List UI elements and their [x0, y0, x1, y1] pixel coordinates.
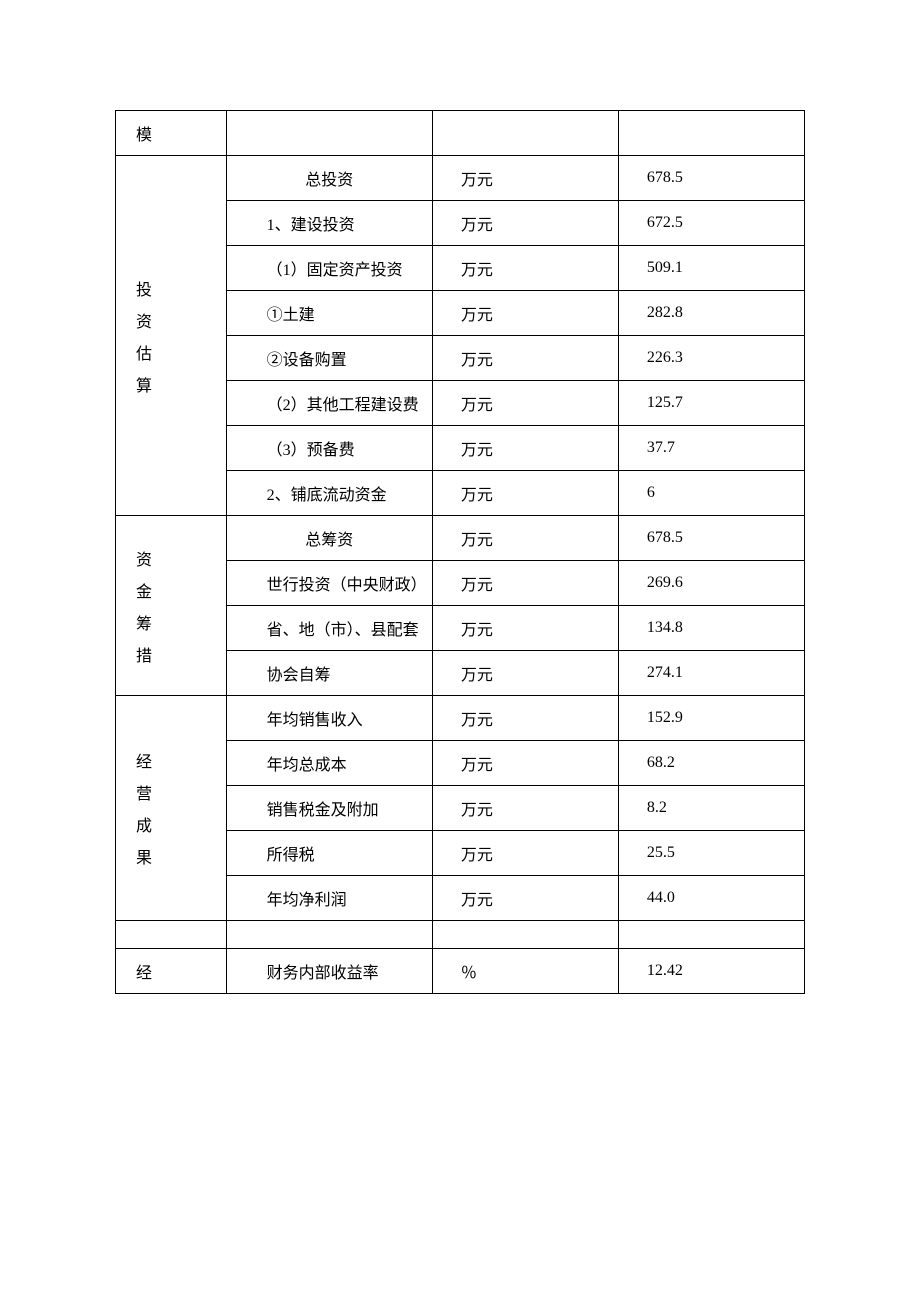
empty-cell: [226, 921, 432, 949]
item-cell: ①土建: [226, 291, 432, 336]
value-cell: 125.7: [618, 381, 804, 426]
category-char: 营: [136, 780, 206, 804]
item-cell: 年均总成本: [226, 741, 432, 786]
category-char: 金: [136, 578, 206, 602]
value-cell: 226.3: [618, 336, 804, 381]
value-cell: 44.0: [618, 876, 804, 921]
value-cell: 152.9: [618, 696, 804, 741]
category-char: 算: [136, 372, 206, 396]
category-char: 成: [136, 812, 206, 836]
item-cell: [226, 111, 432, 156]
item-cell: （1）固定资产投资: [226, 246, 432, 291]
value-cell: 282.8: [618, 291, 804, 336]
unit-cell: 万元: [432, 516, 618, 561]
value-cell: 678.5: [618, 156, 804, 201]
unit-cell: 万元: [432, 156, 618, 201]
table-row: 资 金 筹 措 总筹资 万元 678.5: [116, 516, 805, 561]
unit-cell: 万元: [432, 876, 618, 921]
unit-cell: 万元: [432, 246, 618, 291]
item-cell: 年均销售收入: [226, 696, 432, 741]
item-cell: （2）其他工程建设费: [226, 381, 432, 426]
item-cell: 所得税: [226, 831, 432, 876]
value-cell: 68.2: [618, 741, 804, 786]
table-row: 经 财务内部收益率 ％ 12.42: [116, 949, 805, 994]
item-cell: 销售税金及附加: [226, 786, 432, 831]
financial-table: 模 投 资 估 算 总投资 万元 678.5 1、建设投资 万元 672.5 （…: [115, 110, 805, 994]
table-row: 投 资 估 算 总投资 万元 678.5: [116, 156, 805, 201]
empty-cell: [618, 921, 804, 949]
value-cell: 269.6: [618, 561, 804, 606]
empty-cell: [432, 921, 618, 949]
unit-cell: 万元: [432, 831, 618, 876]
category-cell: 经: [116, 949, 227, 994]
category-cell: 经 营 成 果: [116, 696, 227, 921]
category-char: 经: [136, 748, 206, 772]
item-cell: 总筹资: [226, 516, 432, 561]
unit-cell: 万元: [432, 786, 618, 831]
category-label: 经: [136, 965, 152, 982]
category-char: 资: [136, 308, 206, 332]
category-char: 投: [136, 276, 206, 300]
unit-cell: 万元: [432, 201, 618, 246]
item-cell: ②设备购置: [226, 336, 432, 381]
table-row-empty: [116, 921, 805, 949]
item-cell: （3）预备费: [226, 426, 432, 471]
category-char: 果: [136, 844, 206, 868]
category-char: 资: [136, 546, 206, 570]
item-cell: 省、地（市）、县配套: [226, 606, 432, 651]
value-cell: 134.8: [618, 606, 804, 651]
item-cell: 世行投资（中央财政）: [226, 561, 432, 606]
category-label: 模: [136, 127, 152, 144]
unit-cell: [432, 111, 618, 156]
table-row: 模: [116, 111, 805, 156]
value-cell: 672.5: [618, 201, 804, 246]
unit-cell: 万元: [432, 336, 618, 381]
unit-cell: 万元: [432, 741, 618, 786]
value-cell: 6: [618, 471, 804, 516]
item-cell: 协会自筹: [226, 651, 432, 696]
category-char: 筹: [136, 610, 206, 634]
empty-cell: [116, 921, 227, 949]
item-cell: 年均净利润: [226, 876, 432, 921]
unit-cell: 万元: [432, 291, 618, 336]
category-cell: 投 资 估 算: [116, 156, 227, 516]
unit-cell: ％: [432, 949, 618, 994]
value-cell: 274.1: [618, 651, 804, 696]
item-cell: 1、建设投资: [226, 201, 432, 246]
value-cell: 678.5: [618, 516, 804, 561]
unit-cell: 万元: [432, 561, 618, 606]
unit-cell: 万元: [432, 606, 618, 651]
category-cell: 资 金 筹 措: [116, 516, 227, 696]
item-cell: 财务内部收益率: [226, 949, 432, 994]
value-cell: 25.5: [618, 831, 804, 876]
category-cell: 模: [116, 111, 227, 156]
unit-cell: 万元: [432, 651, 618, 696]
table-row: 经 营 成 果 年均销售收入 万元 152.9: [116, 696, 805, 741]
unit-cell: 万元: [432, 426, 618, 471]
value-cell: 509.1: [618, 246, 804, 291]
value-cell: 12.42: [618, 949, 804, 994]
unit-cell: 万元: [432, 471, 618, 516]
table-body: 模 投 资 估 算 总投资 万元 678.5 1、建设投资 万元 672.5 （…: [116, 111, 805, 994]
category-char: 措: [136, 642, 206, 666]
unit-cell: 万元: [432, 696, 618, 741]
unit-cell: 万元: [432, 381, 618, 426]
value-cell: 37.7: [618, 426, 804, 471]
category-char: 估: [136, 340, 206, 364]
item-cell: 2、铺底流动资金: [226, 471, 432, 516]
value-cell: 8.2: [618, 786, 804, 831]
item-cell: 总投资: [226, 156, 432, 201]
value-cell: [618, 111, 804, 156]
